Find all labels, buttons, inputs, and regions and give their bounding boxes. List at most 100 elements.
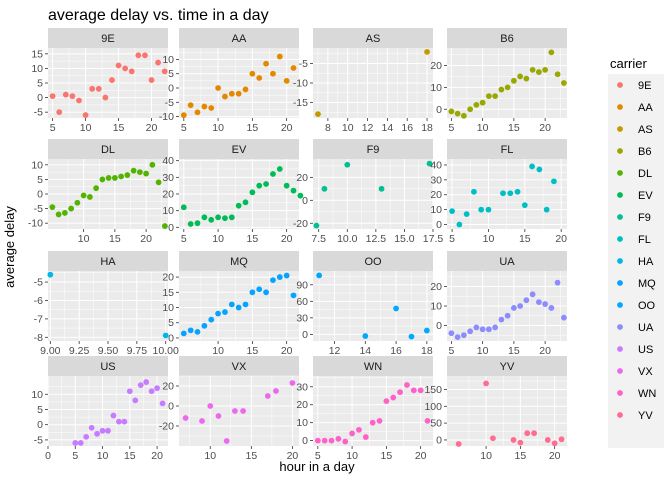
data-point: [473, 324, 480, 331]
data-point: [448, 108, 455, 115]
facet-strip-label: AS: [366, 33, 381, 45]
legend-key: [617, 390, 623, 396]
legend-item-us: US: [617, 344, 653, 356]
x-tick-label: 17.5: [423, 233, 444, 245]
x-tick-label: 20: [539, 122, 551, 134]
data-point: [222, 215, 228, 222]
data-point: [514, 188, 521, 195]
data-point: [535, 69, 542, 75]
data-point: [483, 380, 489, 387]
data-point: [270, 70, 276, 77]
x-tick-label: 15: [247, 233, 259, 245]
data-point: [376, 417, 383, 424]
data-point: [510, 305, 517, 311]
y-axis-title: average delay: [2, 206, 17, 288]
data-point: [187, 221, 194, 227]
x-tick-label: 9.75: [127, 345, 148, 357]
data-point: [263, 181, 269, 187]
y-tick-label: 20: [430, 189, 442, 201]
data-point: [529, 163, 535, 170]
data-point: [471, 188, 477, 195]
facet-strip: [179, 28, 299, 48]
data-point: [93, 185, 100, 192]
minor-gridlines: [447, 159, 567, 229]
y-tick-label: 20: [296, 399, 308, 411]
data-point: [235, 202, 242, 209]
x-tick-label: 15: [247, 345, 259, 357]
data-point: [215, 85, 221, 91]
x-tick-label: 10: [204, 450, 216, 462]
x-tick-label: 20: [281, 345, 293, 357]
y-tick-label: 20: [430, 281, 442, 293]
x-tick-label: 20: [281, 233, 293, 245]
legend-item-f9: F9: [617, 212, 651, 224]
data-point: [560, 80, 567, 86]
data-point: [199, 418, 205, 424]
data-point: [215, 310, 221, 317]
data-point: [524, 430, 531, 437]
data-point: [142, 52, 148, 59]
data-point: [290, 187, 297, 194]
data-point: [249, 70, 256, 77]
legend-label: HA: [638, 256, 654, 268]
x-tick-label: 5: [72, 450, 78, 462]
y-tick-label: 0: [168, 332, 174, 344]
data-point: [111, 175, 118, 181]
data-point: [448, 330, 455, 337]
data-point: [115, 62, 122, 69]
data-point: [118, 173, 125, 180]
x-tick-label: 10: [477, 345, 489, 357]
y-tick-label: 20: [430, 60, 442, 72]
facet-strip: [447, 356, 567, 376]
data-point: [68, 205, 75, 212]
x-tick-label: 10: [480, 450, 492, 462]
y-tick-label: 30: [296, 312, 308, 324]
legend-label: YV: [638, 410, 653, 422]
legend-label: UA: [638, 322, 654, 334]
x-tick-label: 10: [212, 233, 224, 245]
y-tick-label: 30: [296, 381, 308, 393]
legend-item-9e: 9E: [617, 80, 651, 92]
data-point: [231, 408, 238, 414]
panel-background: [179, 376, 299, 446]
x-tick-label: 14: [382, 122, 394, 134]
data-point: [242, 86, 249, 93]
data-point: [270, 277, 276, 284]
data-point: [523, 297, 530, 304]
legend-key: [617, 192, 623, 198]
legend-item-ua: UA: [617, 322, 654, 334]
x-tick-label: 18: [421, 122, 433, 134]
legend: carrier 9E AA AS B6 DL EV F9 FL HA MQ OO UA US VX WN YV: [608, 56, 664, 448]
facet-b6: B6 5 10 15 20 0 10 20: [430, 28, 567, 134]
data-point: [116, 418, 122, 425]
data-point: [551, 440, 558, 447]
data-point: [105, 175, 112, 181]
data-point: [256, 286, 263, 293]
data-point: [122, 65, 129, 72]
facet-vx: VX 10 15 20 -20 0 20: [159, 356, 299, 462]
y-tick-label: -5: [34, 277, 43, 289]
data-point: [222, 93, 228, 100]
x-tick-label: 5: [181, 233, 187, 245]
data-point: [109, 77, 115, 83]
data-point: [148, 77, 155, 83]
x-tick-label: 15: [245, 450, 257, 462]
facet-strip: [447, 251, 567, 271]
facet-strip-label: VX: [232, 361, 247, 373]
y-tick-label: 5: [37, 78, 43, 90]
facet-9e: 9E 5 10 15 20 -5 0 5 10 15: [31, 28, 169, 134]
y-tick-label: 10: [430, 82, 442, 94]
facet-strip: [447, 139, 567, 159]
data-point: [94, 430, 100, 437]
data-point: [393, 305, 399, 312]
x-tick-label: 12: [329, 345, 341, 357]
data-point: [76, 97, 82, 104]
legend-key: [617, 126, 623, 132]
x-tick-label: 10.00: [153, 345, 179, 357]
x-tick-label: 20: [287, 450, 299, 462]
data-point: [56, 109, 63, 116]
data-point: [235, 90, 242, 97]
y-tick-label: -10: [293, 78, 308, 90]
x-tick-label: 5: [50, 122, 56, 134]
